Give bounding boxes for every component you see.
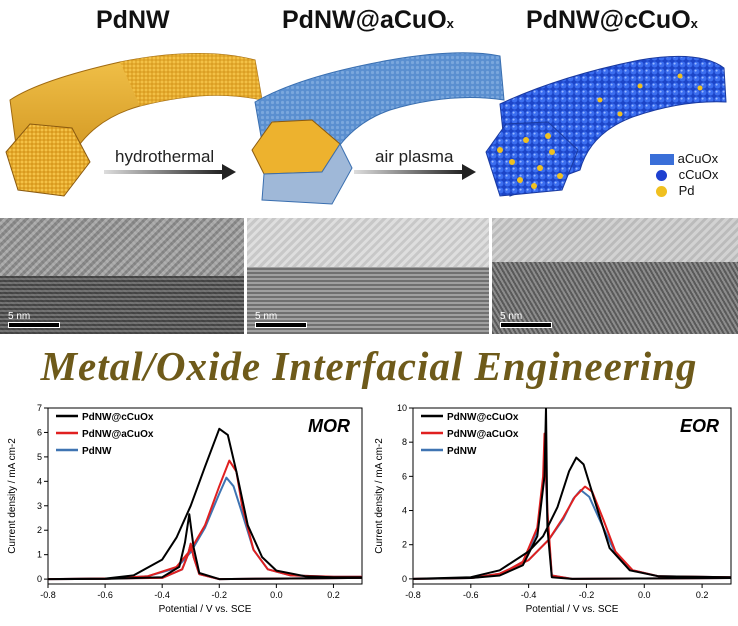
scale-label-3: 5 nm xyxy=(500,311,523,322)
x-tick-label: 0.0 xyxy=(270,590,283,600)
series-line xyxy=(48,459,362,581)
arrow-air-plasma xyxy=(354,164,476,180)
tem-image-pdnw-acuox: 5 nm xyxy=(247,218,489,334)
legend-item-pd: Pd xyxy=(650,183,718,199)
x-tick-label: -0.4 xyxy=(154,590,170,600)
y-tick-label: 0 xyxy=(37,574,42,584)
y-tick-label: 8 xyxy=(402,437,407,447)
y-tick-label: 5 xyxy=(37,452,42,462)
chart-title: MOR xyxy=(308,416,350,436)
tem-image-pdnw: 5 nm xyxy=(0,218,244,334)
label-pdnw-acuox: PdNW@aCuOx xyxy=(282,6,454,35)
legend-label: PdNW@cCuOx xyxy=(82,412,154,423)
y-axis-label: Current density / mA cm-2 xyxy=(374,438,385,554)
legend-label: PdNW@aCuOx xyxy=(82,429,154,440)
y-axis-label: Current density / mA cm-2 xyxy=(7,438,18,554)
tem-image-pdnw-ccuox: 5 nm xyxy=(492,218,738,334)
series-line xyxy=(413,408,731,580)
scale-bar-1 xyxy=(8,322,60,328)
label-pdnw-ccuox: PdNW@cCuOx xyxy=(526,6,698,35)
legend-label: PdNW@aCuOx xyxy=(447,429,519,440)
label-pdnw-ccuox-text: PdNW@cCuO xyxy=(526,6,691,34)
series-line xyxy=(48,427,362,581)
x-tick-label: 0.2 xyxy=(327,590,340,600)
series-line xyxy=(48,476,362,581)
scale-label-2: 5 nm xyxy=(255,311,278,322)
y-tick-label: 4 xyxy=(37,476,42,486)
arrow-label-hydrothermal: hydrothermal xyxy=(115,147,215,166)
pdnw-wire xyxy=(5,53,263,197)
legend-swatch-ccuox xyxy=(656,170,667,182)
arrow-label-air-plasma: air plasma xyxy=(375,147,454,166)
x-tick-label: -0.2 xyxy=(579,590,595,600)
nanowire-schematic xyxy=(5,52,727,205)
label-pdnw-acuox-sub: x xyxy=(446,16,454,31)
y-tick-label: 7 xyxy=(37,403,42,413)
scale-bar-3 xyxy=(500,322,552,328)
legend-item-ccuox: cCuOx xyxy=(650,167,718,183)
pdnw-acuox-wire xyxy=(251,52,505,205)
scale-bar-2 xyxy=(255,322,307,328)
pdnw-ccuox-wire xyxy=(485,55,727,197)
x-axis-label: Potential / V vs. SCE xyxy=(526,604,619,615)
chart-mor: -0.8 -0.6 -0.4 -0.2 0.0 0.2 0 1 2 3 4 5 6 7 Potential … xyxy=(7,403,363,615)
chart-title: EOR xyxy=(680,416,719,436)
schematic-legend: aCuOx cCuOx Pd xyxy=(650,151,718,199)
y-tick-label: 6 xyxy=(37,427,42,437)
plot-frame xyxy=(412,407,732,585)
headline: Metal/Oxide Interfacial Engineering xyxy=(40,343,698,389)
y-tick-label: 4 xyxy=(402,506,407,516)
legend-label-acuox: aCuOx xyxy=(677,151,719,166)
y-tick-label: 6 xyxy=(402,471,407,481)
legend-label: PdNW xyxy=(447,446,477,457)
x-tick-label: 0.0 xyxy=(638,590,651,600)
y-tick-label: 0 xyxy=(402,574,407,584)
x-tick-label: 0.2 xyxy=(696,590,709,600)
legend-label-pd: Pd xyxy=(678,183,695,198)
y-tick-label: 2 xyxy=(37,525,42,535)
legend-label: PdNW@cCuOx xyxy=(447,412,519,423)
scale-label-1: 5 nm xyxy=(8,311,31,322)
x-axis-label: Potential / V vs. SCE xyxy=(159,604,252,615)
x-tick-label: -0.6 xyxy=(463,590,479,600)
y-tick-label: 10 xyxy=(397,403,407,413)
y-tick-label: 1 xyxy=(37,550,42,560)
x-tick-label: -0.8 xyxy=(405,590,421,600)
legend-item-acuox: aCuOx xyxy=(650,151,718,167)
chart-eor: -0.8 -0.6 -0.4 -0.2 0.0 0.2 0 2 4 6 8 10 Potential /… xyxy=(374,403,732,615)
legend-label: PdNW xyxy=(82,446,112,457)
legend-swatch-acuox xyxy=(650,154,674,166)
label-pdnw-ccuox-sub: x xyxy=(690,16,698,31)
legend-swatch-pd xyxy=(656,186,667,198)
y-tick-label: 2 xyxy=(402,540,407,550)
y-tick-label: 3 xyxy=(37,501,42,511)
x-tick-label: -0.2 xyxy=(212,590,228,600)
plot-frame xyxy=(47,407,363,585)
x-tick-label: -0.4 xyxy=(521,590,537,600)
label-pdnw: PdNW xyxy=(96,6,170,34)
x-tick-label: -0.8 xyxy=(40,590,56,600)
x-tick-label: -0.6 xyxy=(97,590,113,600)
label-pdnw-acuox-text: PdNW@aCuO xyxy=(282,6,447,34)
legend-label-ccuox: cCuOx xyxy=(678,167,719,182)
arrow-hydrothermal xyxy=(104,164,236,180)
